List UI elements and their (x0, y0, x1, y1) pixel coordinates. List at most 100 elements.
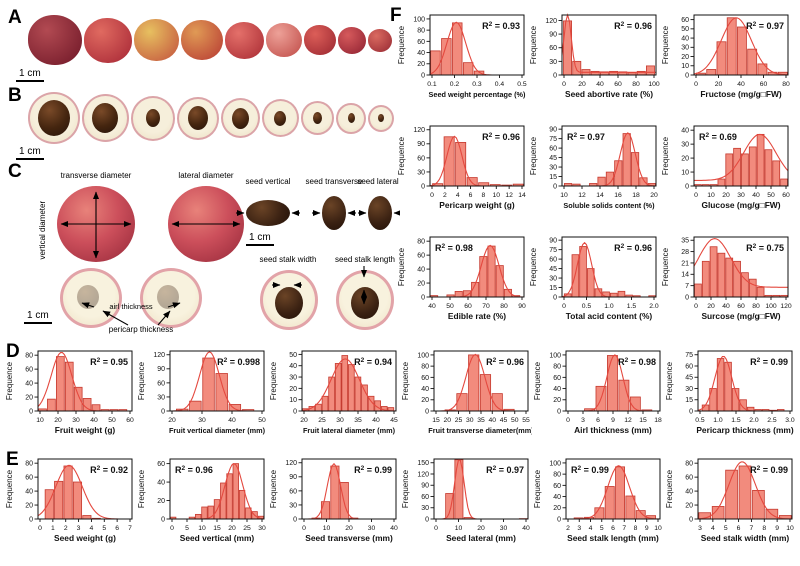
svg-text:60: 60 (549, 257, 557, 264)
svg-text:40: 40 (157, 479, 165, 486)
lychee-fruit-photo (304, 25, 336, 55)
svg-text:2: 2 (443, 192, 447, 199)
svg-text:90: 90 (549, 31, 557, 38)
x-axis-title: Soluble solids content (%) (563, 201, 655, 210)
svg-text:6: 6 (737, 525, 741, 532)
svg-text:1.5: 1.5 (627, 303, 637, 310)
panel-label-a: A (8, 7, 22, 28)
svg-text:40: 40 (553, 494, 561, 501)
r-squared-value: R2 = 0.998 (217, 357, 260, 367)
svg-text:Frequence: Frequence (397, 136, 406, 175)
svg-text:20: 20 (578, 81, 586, 88)
svg-text:30: 30 (549, 59, 557, 66)
svg-text:30: 30 (289, 502, 297, 509)
svg-text:30: 30 (368, 525, 376, 532)
svg-text:80: 80 (752, 303, 760, 310)
svg-text:120: 120 (285, 460, 297, 467)
panel-f-histograms: Frequence 0 20 40 60 80 100 0.1 0.2 0.3 0.4 0.5 R2 =… (396, 10, 793, 336)
svg-text:80: 80 (500, 303, 508, 310)
svg-text:0: 0 (302, 525, 306, 532)
svg-text:100: 100 (413, 16, 425, 23)
svg-text:Frequence: Frequence (5, 469, 14, 508)
cut-fruit-stalk-width (260, 270, 318, 330)
svg-text:0: 0 (421, 183, 425, 190)
svg-text:5: 5 (724, 525, 728, 532)
svg-text:8: 8 (762, 525, 766, 532)
svg-text:10: 10 (198, 525, 206, 532)
svg-text:15: 15 (549, 285, 557, 292)
x-axis-title: Pericarp weight (g) (439, 200, 515, 210)
svg-text:0: 0 (434, 525, 438, 532)
svg-text:20: 20 (553, 505, 561, 512)
r-squared-value: R2 = 0.94 (354, 357, 392, 367)
label-lateral-diameter: lateral diameter (178, 171, 234, 180)
svg-text:Frequence: Frequence (529, 25, 538, 64)
svg-text:0: 0 (562, 81, 566, 88)
svg-text:60: 60 (553, 483, 561, 490)
plot-seed-vertical: Frequence 0 20 40 60 0 5 10 15 20 25 30 R2 = 0.96 See… (137, 458, 266, 543)
svg-text:45: 45 (549, 266, 557, 273)
svg-text:25: 25 (318, 417, 326, 424)
svg-text:60: 60 (681, 17, 689, 24)
svg-text:25: 25 (455, 417, 463, 424)
svg-text:30: 30 (289, 374, 297, 381)
x-axis-title: Seed stalk width (mm) (701, 533, 790, 543)
x-axis-title: Seed lateral (mm) (446, 533, 516, 543)
panel-label-c: C (8, 161, 22, 182)
plot-seed-abortive-rate: Frequence 0 30 60 90 120 0 20 40 60 80 100 R2 = 0.96… (529, 12, 660, 99)
lychee-fruit-photo (134, 19, 179, 61)
svg-text:35: 35 (681, 238, 689, 245)
label-seed-vertical: seed vertical (245, 177, 291, 186)
seed (351, 287, 379, 319)
svg-text:1.5: 1.5 (731, 417, 741, 424)
r-squared-value: R2 = 0.98 (435, 243, 473, 253)
svg-text:20: 20 (289, 386, 297, 393)
svg-text:90: 90 (417, 141, 425, 148)
fruit-diagram-lateral (168, 186, 244, 262)
svg-text:15: 15 (639, 417, 647, 424)
svg-text:20: 20 (650, 192, 658, 199)
svg-text:0: 0 (557, 408, 561, 415)
svg-text:40: 40 (685, 488, 693, 495)
plot-seed-stalk-width: Frequence 0 20 40 60 80 3 4 5 6 7 8 9 10 R2 = 0.99 Seed… (665, 458, 794, 543)
seed-photo-vertical (246, 200, 290, 226)
panel-label-f: F (390, 5, 402, 26)
svg-text:40: 40 (681, 35, 689, 42)
x-axis-title: Pericarp thickness (mm) (696, 425, 793, 435)
svg-text:7: 7 (128, 525, 132, 532)
x-axis-title: Fruit lateral diameter (mm) (303, 426, 396, 435)
svg-text:35: 35 (354, 417, 362, 424)
histogram-seed-weight-percentage: Frequence 0 20 40 60 80 100 0.1 0.2 0.3 0.4 0.5 R2 =… (396, 10, 528, 114)
svg-text:90: 90 (421, 483, 429, 490)
svg-text:20: 20 (722, 192, 730, 199)
svg-text:10: 10 (493, 192, 501, 199)
histogram-soluble-solids-content: Frequence 0 15 30 45 60 75 90 10 12 14 16 18 20 R2 = 0… (528, 121, 660, 225)
plot-glucose: Frequence 0 10 20 30 40 0 10 20 30 40 50 60 R2 = 0.69… (661, 125, 790, 210)
svg-text:50: 50 (767, 192, 775, 199)
svg-text:40: 40 (428, 303, 436, 310)
seed (313, 112, 323, 124)
x-axis-title: Seed stalk length (mm) (567, 533, 659, 543)
svg-text:20: 20 (168, 417, 176, 424)
label-vertical-diameter: vertical diameter (37, 200, 47, 260)
svg-text:0: 0 (553, 294, 557, 301)
histogram-seed-lateral: Frequence 0 30 60 90 120 150 0 10 20 30 40 R2 = 0.97… (400, 454, 532, 558)
svg-text:40: 40 (421, 386, 429, 393)
svg-text:20: 20 (681, 155, 689, 162)
svg-text:100: 100 (648, 81, 660, 88)
svg-text:80: 80 (25, 461, 33, 468)
panel-label-b: B (8, 85, 22, 106)
r-squared-value: R2 = 0.96 (486, 357, 524, 367)
svg-text:60: 60 (25, 475, 33, 482)
r-squared-value: R2 = 0.75 (746, 243, 784, 253)
svg-text:0: 0 (694, 192, 698, 199)
svg-text:20: 20 (417, 280, 425, 287)
svg-text:40: 40 (90, 417, 98, 424)
svg-text:60: 60 (464, 303, 472, 310)
panel-d-histograms: Frequence 0 20 40 60 80 10 20 30 40 50 60 R2 = 0.95 F… (4, 346, 796, 450)
cut-lychee-photo (130, 95, 176, 141)
svg-text:10: 10 (707, 192, 715, 199)
svg-text:2.0: 2.0 (749, 417, 759, 424)
lychee-fruit-photo (28, 15, 82, 65)
